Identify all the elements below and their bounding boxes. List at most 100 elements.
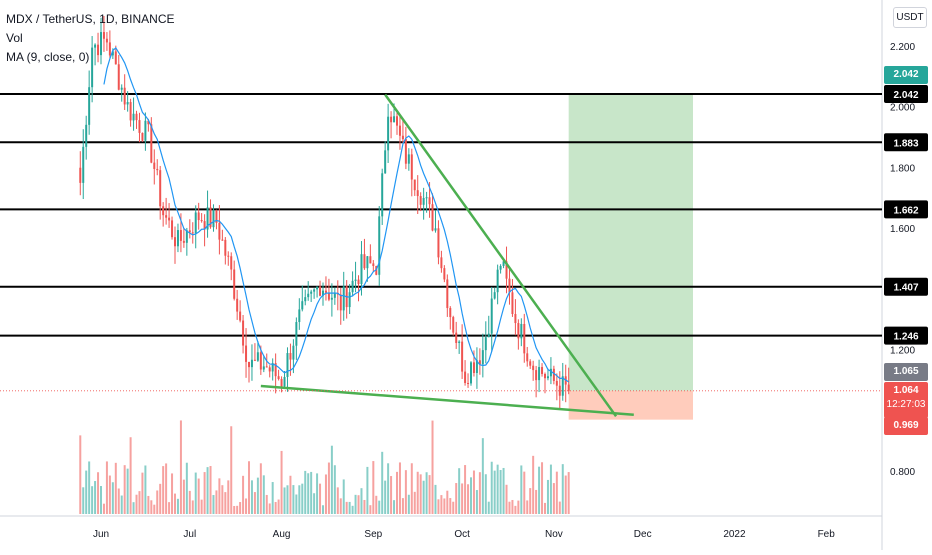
volume-bar (467, 484, 470, 514)
candle-body (218, 222, 221, 240)
candle-body (422, 197, 425, 205)
candle-body (168, 217, 171, 221)
candle-body (552, 368, 555, 381)
volume-bar (490, 461, 493, 514)
volume-bar (286, 485, 289, 514)
ma-indicator-label[interactable]: MA (9, close, 0) (6, 50, 90, 64)
volume-bar (496, 464, 499, 514)
candle-body (458, 341, 461, 343)
volume-bar (224, 492, 227, 514)
trendline-lower (260, 384, 634, 417)
candle-body (529, 361, 532, 366)
price-tick-label: 1.800 (890, 163, 915, 174)
candle-body (523, 323, 526, 354)
volume-bar (416, 471, 419, 514)
volume-bar (215, 490, 218, 514)
volume-bar (378, 500, 381, 514)
candle-body (310, 291, 313, 294)
volume-bar (271, 482, 274, 514)
volume-bar (117, 488, 120, 514)
symbol-title[interactable]: MDX / TetherUS, 1D, BINANCE (6, 12, 175, 26)
volume-bar (188, 490, 191, 514)
time-tick-label: Jun (93, 529, 109, 540)
volume-bar (100, 486, 102, 514)
candle-body (481, 350, 484, 365)
time-tick-label: Sep (364, 529, 382, 540)
candle-body (286, 353, 289, 377)
volume-bar (431, 420, 434, 514)
volume-bar (298, 485, 301, 514)
volume-bar (446, 490, 449, 514)
candle-body (461, 341, 464, 372)
volume-bar (493, 470, 496, 514)
candle-body (431, 204, 434, 231)
volume-bar (449, 498, 452, 514)
volume-bar (200, 499, 203, 514)
candle-body (114, 51, 117, 65)
volume-bar (289, 475, 292, 514)
candle-body (475, 360, 478, 373)
candle-body (239, 311, 242, 321)
candle-body (387, 116, 390, 151)
volume-bar (375, 495, 378, 514)
volume-bar (567, 472, 570, 514)
volume-bar (336, 487, 339, 514)
candle-body (227, 255, 230, 257)
candle-body (79, 167, 82, 183)
target-price-tag: 2.042 (884, 66, 928, 84)
volume-bar (123, 465, 126, 514)
volume-bar (304, 470, 307, 514)
volume-indicator-label[interactable]: Vol (6, 31, 23, 45)
volume-bar (520, 465, 523, 514)
volume-bar (239, 502, 242, 514)
candle-body (215, 210, 218, 223)
candle-body (384, 150, 387, 174)
candle-body (546, 376, 549, 379)
candle-body (413, 179, 416, 191)
candle-body (209, 207, 212, 228)
candle-body (150, 124, 153, 163)
candle-body (555, 380, 558, 386)
candle-body (144, 120, 147, 141)
candle-body (307, 293, 310, 298)
volume-bar (150, 500, 153, 514)
volume-bar (212, 495, 215, 514)
volume-bar (549, 464, 552, 514)
currency-unit-button[interactable]: USDT (893, 7, 927, 28)
volume-bar (322, 505, 324, 514)
candle-body (271, 363, 274, 372)
volume-bar (502, 467, 505, 514)
volume-bar (398, 462, 401, 514)
ma-value-tag: 1.065 (884, 363, 928, 381)
candle-body (156, 168, 159, 171)
volume-bar (280, 450, 283, 514)
volume-bar (428, 475, 431, 514)
volume-bar (206, 467, 209, 514)
candle-body (274, 363, 277, 377)
volume-bar (153, 504, 156, 514)
volume-bar (245, 498, 248, 514)
volume-bar (168, 502, 171, 514)
volume-bar (319, 483, 322, 514)
volume-bar (221, 485, 224, 514)
candle-body (505, 261, 508, 279)
candle-body (292, 345, 295, 360)
candle-body (283, 376, 286, 387)
candle-body (191, 232, 194, 234)
volume-bar (461, 483, 464, 514)
candle-body (567, 384, 570, 391)
candle-body (230, 256, 233, 270)
candle-body (200, 220, 203, 222)
volume-bar (472, 470, 475, 514)
candle-body (108, 42, 111, 56)
level-price-tag (884, 85, 928, 103)
volume-bar (250, 480, 253, 514)
volume-bar (283, 487, 286, 514)
volume-bar (558, 501, 561, 514)
volume-bar (301, 483, 304, 514)
candle-body (452, 317, 455, 333)
volume-bar (410, 463, 413, 514)
level-price-label: 1.883 (893, 138, 918, 149)
